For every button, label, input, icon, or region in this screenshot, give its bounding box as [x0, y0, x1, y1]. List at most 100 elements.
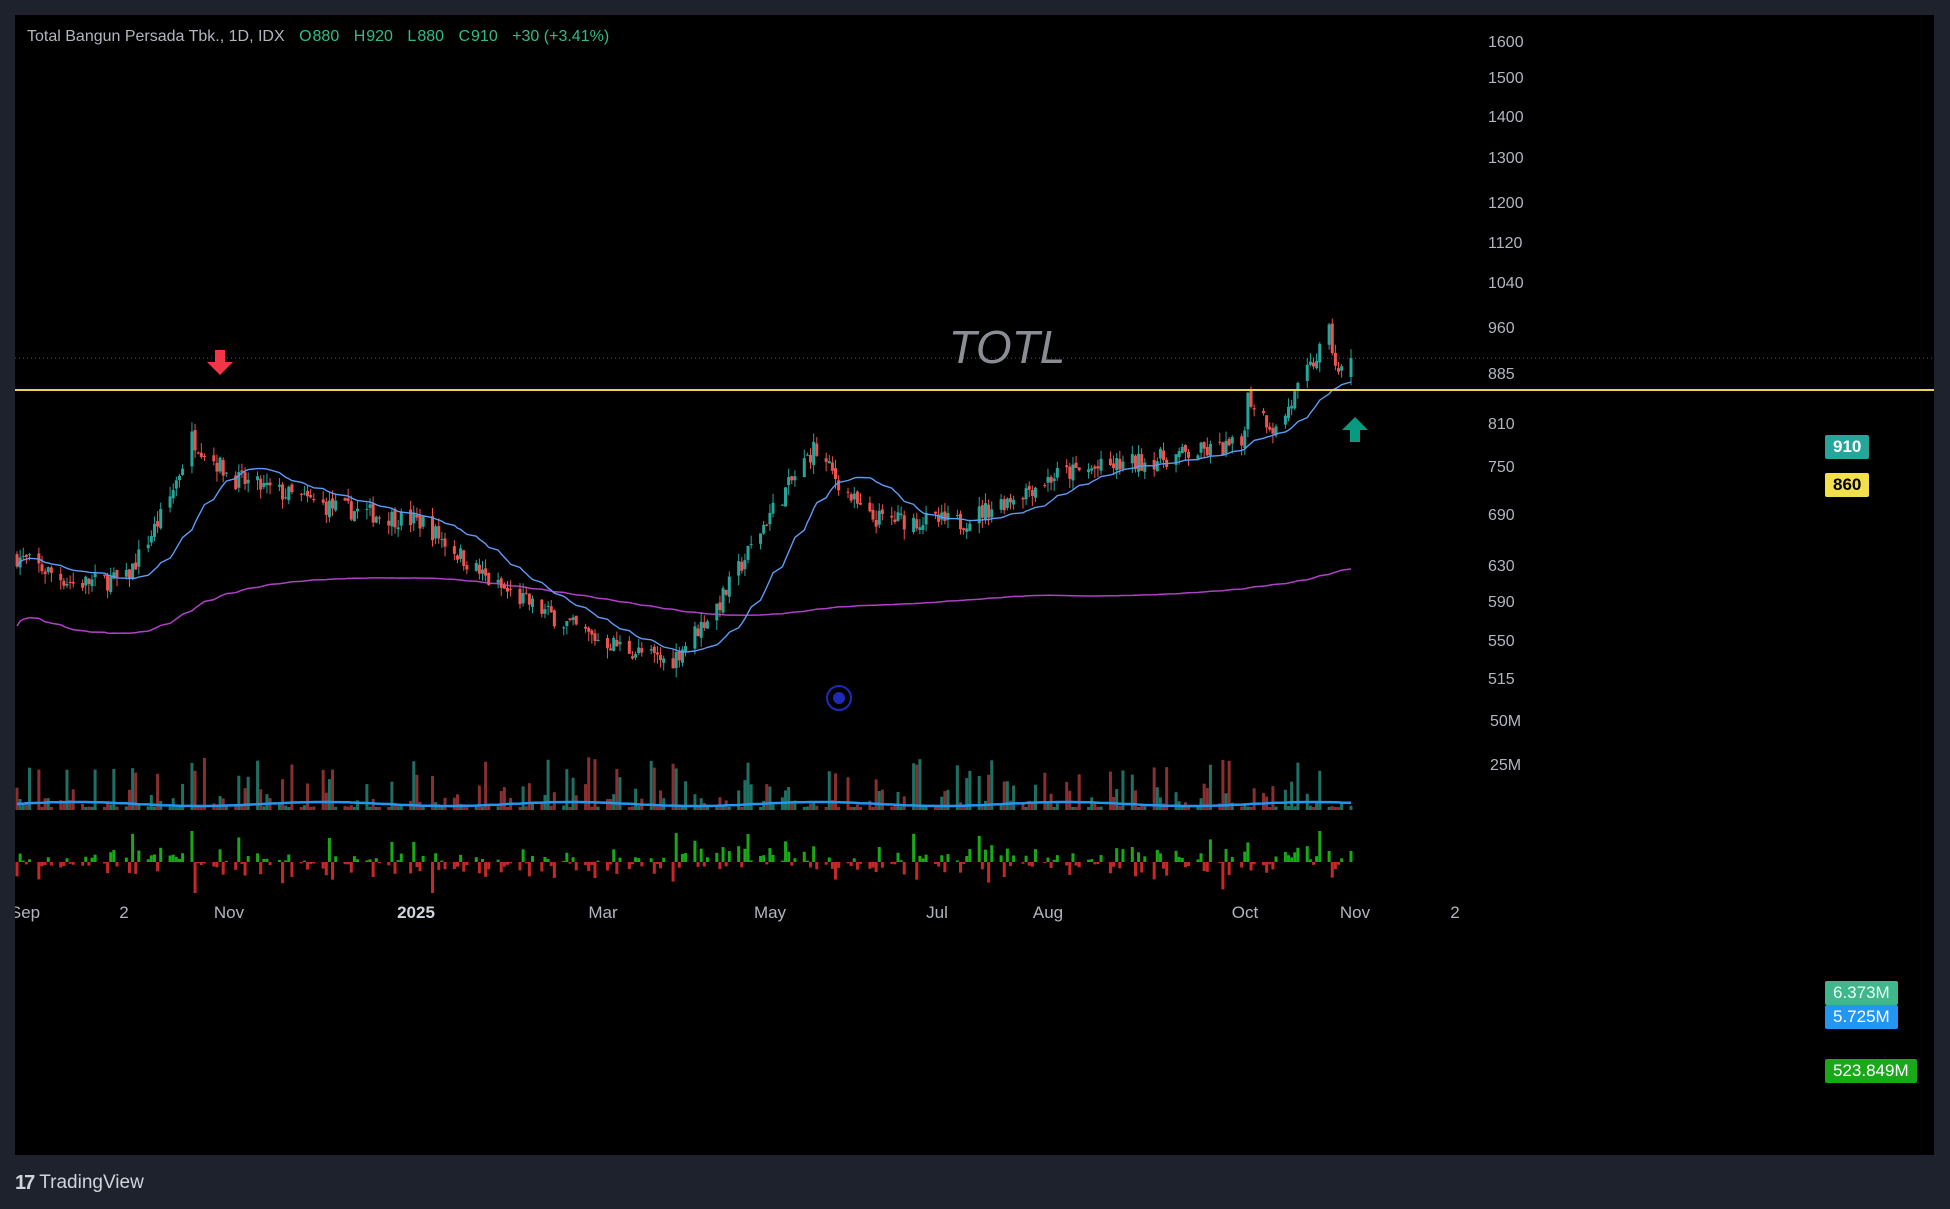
volume-bar: [1243, 805, 1247, 810]
candle-body: [784, 487, 788, 507]
candle-body: [699, 621, 703, 638]
volume-bar: [990, 760, 994, 810]
volume-bar: [527, 783, 531, 810]
net-flow-bar: [780, 860, 784, 862]
candle-body: [212, 455, 216, 462]
net-flow-bar: [1143, 856, 1147, 862]
volume-bar: [834, 773, 838, 810]
volume-bar: [1227, 760, 1231, 810]
net-flow-bar: [65, 858, 69, 862]
time-axis[interactable]: Sep 2 Nov 2025 Mar May Jul Aug Oct Nov 2: [15, 903, 1460, 922]
net-flow-bar: [759, 856, 763, 862]
volume-bar: [918, 759, 922, 810]
volume-bar: [565, 769, 569, 810]
volume-bar: [740, 806, 744, 810]
candle-body: [652, 646, 656, 653]
candle-body: [1005, 498, 1009, 508]
net-flow-bar: [768, 848, 772, 862]
candle-body: [343, 498, 347, 501]
chart-frame[interactable]: 515 550 590 630 690 750 810 885 960 1040 1120 1200 1…: [15, 15, 1934, 1155]
candle-body: [196, 452, 200, 454]
open-value: 880: [312, 28, 340, 45]
volume-bar: [46, 798, 50, 810]
net-flow-bar: [505, 862, 509, 865]
volume-bar: [1262, 792, 1266, 810]
candle-body: [480, 569, 484, 574]
volume-bar: [1143, 806, 1147, 810]
net-flow-bar: [199, 862, 203, 866]
candle-body: [684, 646, 688, 653]
volume-bar: [1308, 805, 1312, 810]
net-flow-bar: [40, 862, 44, 867]
net-flow-bar: [509, 862, 513, 864]
candle-body: [246, 479, 250, 484]
candle-body: [199, 452, 203, 457]
candle-body: [940, 512, 944, 520]
volume-bar: [81, 804, 85, 810]
candle-body: [302, 493, 306, 495]
candle-body: [27, 554, 31, 556]
price-axis[interactable]: 515 550 590 630 690 750 810 885 960 1040 1120 1200 1…: [1488, 34, 1524, 774]
volume-bar: [1002, 781, 1006, 810]
net-flow-bar: [480, 859, 484, 862]
volume-bar: [1090, 797, 1094, 810]
volume-bar: [346, 806, 350, 810]
volume-bar: [815, 805, 819, 810]
net-flow-bar: [324, 862, 328, 876]
net-flow-bar: [496, 859, 500, 862]
net-flow-bar: [677, 862, 681, 868]
volume-bar: [868, 800, 872, 810]
candle-body: [1046, 477, 1050, 483]
volume-bar: [1296, 762, 1300, 810]
candle-body: [1137, 453, 1141, 472]
candle-body: [1174, 454, 1178, 465]
candle-body: [1246, 392, 1250, 430]
net-flow-bar: [1162, 862, 1166, 869]
net-flow-bar: [196, 862, 200, 864]
volume-bar: [374, 806, 378, 810]
net-flow-bar: [740, 862, 744, 868]
candle-body: [809, 455, 813, 463]
volume-bar: [1030, 802, 1034, 810]
candle-body: [1021, 497, 1025, 500]
candle-body: [131, 563, 135, 580]
candle-body: [312, 499, 316, 501]
volume-bar: [1271, 786, 1275, 810]
candle-body: [805, 454, 809, 456]
candle-body: [649, 649, 653, 651]
net-flow-bar: [615, 862, 619, 874]
candlestick-series[interactable]: [15, 318, 1353, 678]
candle-body: [912, 517, 916, 533]
candle-body: [780, 504, 784, 506]
candle-body: [659, 654, 663, 661]
volume-bar: [1224, 793, 1228, 810]
annotation-markers[interactable]: [207, 350, 1368, 711]
net-flow-bar: [71, 862, 75, 865]
net-flow-bar: [596, 860, 600, 862]
candle-body: [1312, 362, 1316, 367]
volume-bar: [174, 806, 178, 810]
net-flow-bar: [552, 862, 556, 878]
candle-body: [1087, 469, 1091, 473]
volume-bar: [999, 805, 1003, 810]
volume-bar: [277, 803, 281, 810]
candle-body: [452, 546, 456, 554]
net-flow-bar: [168, 855, 172, 862]
volume-bar: [899, 806, 903, 810]
candle-body: [1071, 464, 1075, 481]
net-flow-bar: [955, 860, 959, 862]
net-flow-bar: [302, 860, 306, 862]
price-chart[interactable]: 515 550 590 630 690 750 810 885 960 1040 1120 1200 1…: [15, 15, 1934, 1155]
candle-body: [1305, 364, 1309, 382]
brand-footer[interactable]: 17 TradingView: [15, 1168, 144, 1198]
candle-body: [968, 523, 972, 531]
volume-bar: [652, 767, 656, 810]
net-flow-bar: [933, 862, 937, 864]
net-flow-bar: [627, 862, 631, 870]
high-label: H: [353, 28, 366, 45]
candle-body: [543, 609, 547, 614]
volume-bar: [1115, 789, 1119, 810]
net-flow-bar: [1308, 859, 1312, 862]
candle-body: [693, 626, 697, 649]
volume-bar: [68, 800, 72, 810]
